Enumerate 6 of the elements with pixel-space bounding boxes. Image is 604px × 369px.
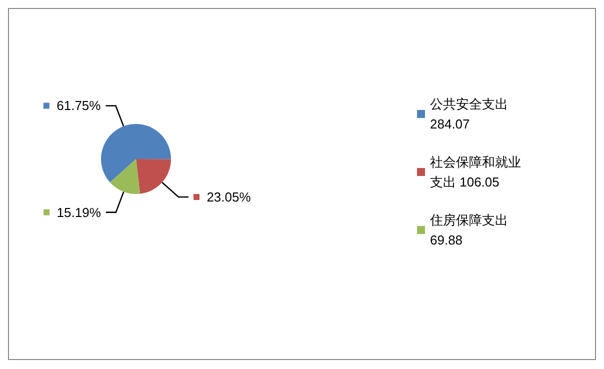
legend-label: 住房保障支出 69.88 <box>429 212 512 248</box>
data-label: 61.75% <box>49 98 102 114</box>
data-label: 23.05% <box>199 190 252 205</box>
data-label: 15.19% <box>50 204 102 220</box>
legend-label: 公共安全支出 284.07 <box>430 96 512 132</box>
legend-label: 社会保障和就业支出 106.05 <box>430 154 521 190</box>
